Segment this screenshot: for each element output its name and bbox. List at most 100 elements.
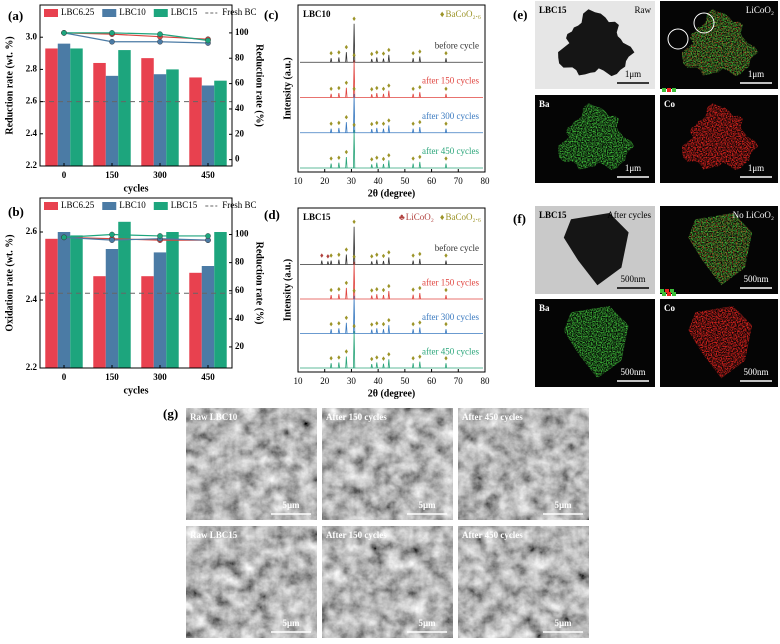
bar xyxy=(153,252,167,368)
peak xyxy=(330,163,333,169)
tile-title: LBC15 xyxy=(539,210,567,220)
rate-marker xyxy=(157,233,163,239)
peak xyxy=(382,58,385,63)
peak xyxy=(418,327,421,334)
tile-title: After 150 cycles xyxy=(326,530,387,540)
peak xyxy=(444,93,448,98)
x-tick-label: 40 xyxy=(374,376,384,386)
peak xyxy=(345,52,348,63)
phase-marker xyxy=(387,250,391,255)
x-tick-label: 40 xyxy=(374,176,384,186)
phase-marker xyxy=(381,86,386,92)
x-tick-label: 80 xyxy=(481,176,491,186)
legend-label: LBC15 xyxy=(171,200,198,210)
peak xyxy=(370,94,373,98)
phase-marker xyxy=(344,349,348,354)
pattern-label: before cycle xyxy=(435,243,479,253)
phase-marker xyxy=(375,287,379,292)
chart-title: LBC15 xyxy=(303,212,331,222)
bar xyxy=(57,232,71,368)
phase-marker xyxy=(387,47,391,53)
y-axis-label: Intensity (a.u.) xyxy=(282,57,293,120)
phase-marker xyxy=(370,254,374,259)
peak xyxy=(370,129,373,133)
sem-image xyxy=(458,408,589,520)
phase-marker xyxy=(411,287,415,292)
channel-icon xyxy=(665,289,669,293)
rate-marker xyxy=(205,233,211,239)
legend-label: Fresh BC xyxy=(222,7,256,17)
phase-marker xyxy=(320,253,324,258)
peak xyxy=(418,92,421,98)
peak xyxy=(444,128,448,133)
peak xyxy=(375,362,378,369)
peak xyxy=(418,127,421,133)
x-tick-label: 70 xyxy=(454,376,464,386)
pattern-label: after 150 cycles xyxy=(422,278,479,288)
peak xyxy=(353,261,356,300)
bar xyxy=(93,62,106,166)
sem-image xyxy=(186,408,317,520)
phase-marker xyxy=(352,122,356,128)
tile-caption: Raw xyxy=(635,5,652,15)
channel-icon xyxy=(670,289,674,293)
rate-marker xyxy=(109,30,115,36)
phase-marker xyxy=(352,323,356,329)
y-tick-label: 2.4 xyxy=(26,294,38,304)
phase-marker xyxy=(329,50,333,56)
scale-label: 5μm xyxy=(282,618,300,628)
sem-image xyxy=(458,526,589,638)
peak xyxy=(337,328,340,334)
y-tick-label: 2.4 xyxy=(26,128,38,138)
phase-marker xyxy=(444,156,448,161)
phase-marker xyxy=(337,355,341,360)
legend-swatch xyxy=(44,202,58,210)
phase-marker xyxy=(352,16,356,21)
peak xyxy=(345,122,348,133)
phase-marker xyxy=(418,154,422,160)
peak xyxy=(375,162,378,169)
panel-label: (g) xyxy=(163,406,178,421)
phase-marker xyxy=(329,156,333,161)
peak xyxy=(418,161,421,169)
rate-marker xyxy=(157,38,163,45)
phase-marker xyxy=(375,155,379,160)
peak xyxy=(320,260,323,265)
peak xyxy=(353,295,356,334)
sem-image xyxy=(322,408,453,520)
y2-tick-label: 0 xyxy=(235,154,240,164)
scale-label: 500nm xyxy=(743,274,768,284)
y2-tick-label: 20 xyxy=(235,128,245,138)
panel-label: (b) xyxy=(8,204,24,219)
phase-marker xyxy=(387,283,391,289)
phase-marker xyxy=(352,254,356,259)
peak xyxy=(382,294,385,300)
y2-axis-label: Reduction rate (%) xyxy=(254,44,265,127)
legend-label: Fresh BC xyxy=(222,200,256,210)
phase-marker xyxy=(381,156,386,162)
peak xyxy=(345,287,348,300)
tile-title: After 450 cycles xyxy=(462,530,523,540)
x-axis-label: 2θ (degree) xyxy=(368,388,416,399)
y-axis-label: Reduction rate (wt. %) xyxy=(4,36,15,134)
phase-marker xyxy=(375,120,379,126)
x-tick-label: 30 xyxy=(347,376,357,386)
peak xyxy=(337,259,340,265)
ba-map xyxy=(558,103,635,171)
peak xyxy=(353,60,356,98)
highlight-circle xyxy=(667,28,689,50)
panel-label: (f) xyxy=(513,211,526,226)
peak xyxy=(412,294,415,300)
y-axis-label: Oxidation rate (wt. %) xyxy=(4,234,15,331)
phase-marker xyxy=(337,120,341,126)
x-tick-label: 450 xyxy=(201,372,215,382)
peak xyxy=(444,329,448,334)
phase-marker xyxy=(326,254,330,259)
bar xyxy=(141,276,154,368)
peak xyxy=(387,257,390,265)
channel-icon xyxy=(667,88,671,92)
phase-marker xyxy=(411,156,415,161)
peak xyxy=(345,356,348,369)
peak xyxy=(330,93,333,98)
y-tick-label: 2.2 xyxy=(26,160,38,170)
